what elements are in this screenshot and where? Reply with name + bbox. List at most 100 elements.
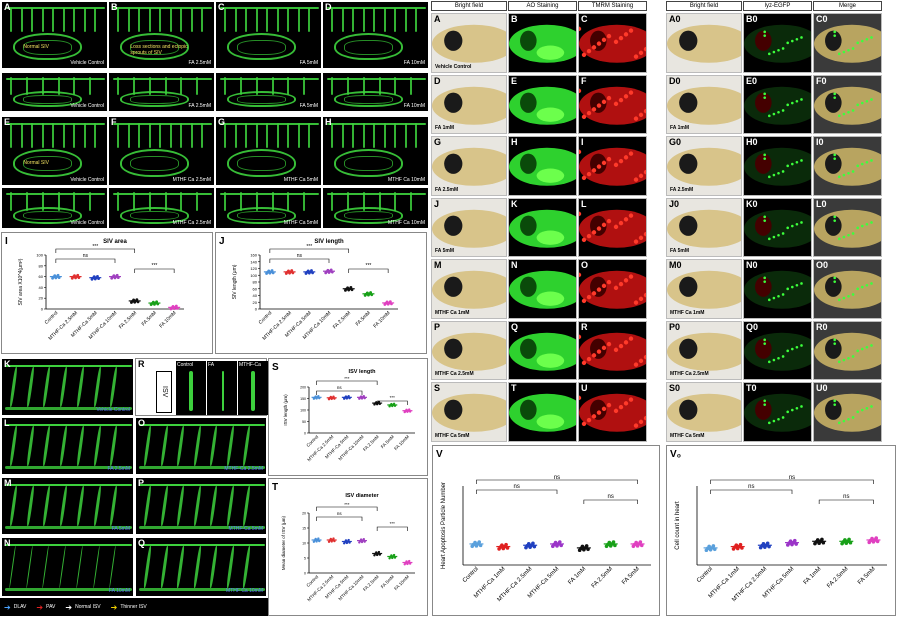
fish-image	[579, 198, 646, 257]
data-point	[392, 553, 396, 557]
siv-panel-C: C FA 5mM	[215, 1, 322, 70]
isv-side-label: ISV	[156, 371, 172, 413]
fish-image	[509, 14, 576, 72]
sig-bracket	[316, 380, 378, 385]
data-point	[558, 540, 562, 544]
y-axis-label: Cell count in heart	[675, 501, 681, 550]
sig-label: ns	[843, 494, 849, 500]
panel-caption: FA 1mM	[435, 125, 454, 131]
fish-panel-O: O	[578, 259, 647, 319]
x-tick-label: FA 10mM	[158, 310, 177, 329]
fish-image	[667, 383, 741, 441]
panel-caption: FA 5mM	[111, 526, 130, 532]
fish-image	[744, 14, 811, 72]
y-tick-label: 60	[253, 286, 258, 291]
panel-letter: I	[5, 236, 8, 247]
chart-title: SIV length	[314, 239, 344, 245]
fish-panel-A: A Vehicle Control	[431, 13, 507, 73]
x-tick-label: FA 10mM	[393, 434, 410, 451]
data-point	[377, 550, 381, 554]
legend-item: ➔ Thinner ISV	[111, 603, 147, 612]
fish-image	[579, 383, 646, 441]
data-point	[847, 537, 851, 542]
chart-panel-S: ISV length S 0 50 100 150 200 ISV length (μm) Co…	[268, 358, 428, 476]
y-tick-label: 60	[39, 274, 44, 279]
fish-panel-D: D0 FA 1mM	[666, 74, 742, 134]
siv-panel-D: D FA 10mM	[322, 1, 429, 70]
fish-panel-E: E	[508, 74, 577, 134]
legend-item: ➔ Normal ISV	[65, 603, 100, 612]
y-tick-label: 40	[39, 285, 44, 290]
x-tick-label: FA 2.5mM	[332, 310, 352, 330]
panel-letter: C	[581, 14, 588, 24]
panel-caption: MTHF Ca 5mM	[283, 220, 318, 226]
panel-caption: FA 10mM	[403, 60, 425, 67]
sig-bracket	[476, 489, 558, 494]
fish-image	[579, 137, 646, 195]
chart-panel-V: V Heart Apoptosis Particle Number Control M…	[432, 445, 660, 616]
fish-panel-H: H	[508, 136, 577, 196]
sig-bracket	[376, 400, 408, 405]
x-tick-label: FA 2.5mM	[118, 310, 138, 330]
panel-letter: T	[511, 383, 517, 393]
panel-caption: MTHF-Ca 2.5mM	[224, 466, 263, 472]
panel-letter: C0	[816, 14, 828, 24]
panel-letter: O0	[816, 260, 829, 270]
x-tick-label: Control	[44, 310, 60, 326]
panel-letter: V	[436, 449, 443, 460]
panel-letter: M0	[669, 260, 682, 270]
y-tick-label: 200	[300, 386, 306, 390]
y-tick-label: 160	[250, 253, 257, 258]
arrow-icon: ➔	[36, 602, 44, 612]
y-tick-label: 0	[304, 572, 306, 576]
fish-image	[667, 75, 741, 134]
isv-panel-K: K Vehicle Control	[1, 358, 134, 416]
panel-letter: L	[581, 198, 587, 209]
sig-label: ns	[514, 484, 520, 490]
panel-letter: N	[4, 538, 11, 548]
y-axis-label: SIV area X10^4(μm²)	[18, 258, 24, 305]
y-axis-label: SIV length (μm)	[232, 264, 238, 299]
data-point	[793, 538, 797, 543]
fish-image	[432, 321, 506, 380]
arrow-icon: ➔	[65, 602, 73, 612]
panel-caption: MTHF Ca 10mM	[388, 177, 425, 183]
fish-panel-Q: Q0	[743, 320, 812, 380]
fish-image	[509, 383, 576, 441]
fish-panel-P: P0 MTHF Ca 2.5mM	[666, 320, 742, 380]
isv-panel-L: L FA 2.5mM	[1, 417, 134, 475]
sig-label: ns	[748, 484, 754, 490]
siv-panel-F: F MTHF Ca 2.5mM	[108, 116, 215, 186]
x-tick-label: Control	[305, 434, 319, 448]
fish-image	[579, 321, 646, 380]
panel-caption: MTHF Ca 1mM	[670, 309, 705, 316]
sig-label: ***	[344, 376, 350, 381]
fish-panel-F: F	[578, 74, 647, 134]
data-point	[332, 537, 335, 540]
x-tick-label: FA 10mM	[393, 574, 410, 591]
data-point	[317, 537, 320, 540]
fish-image	[814, 14, 881, 72]
panel-letter: V₀	[670, 449, 681, 460]
panel-letter: S	[434, 383, 441, 393]
data-point	[504, 542, 508, 547]
fish-panel-U: U0	[813, 382, 882, 442]
fish-image	[667, 137, 741, 195]
fish-panel-N: N0	[743, 259, 812, 319]
panel-caption: FA 2.5mM	[670, 186, 694, 193]
chart-panel-T: ISV diameter T 0 5 10 15 20 Mean diameter of IS…	[268, 478, 428, 616]
panel-letter: P	[434, 321, 441, 332]
fish-panel-I: I	[578, 136, 647, 196]
panel-caption: MTHF Ca 10mM	[226, 588, 263, 594]
fish-panel-T: T	[508, 382, 577, 442]
panel-caption: MTHF Ca 1mM	[435, 309, 470, 316]
panel-caption: FA 2.5mM	[107, 466, 130, 472]
fish-panel-L: L0	[813, 197, 882, 257]
sig-bracket	[710, 489, 793, 494]
panel-caption: MTHF Ca 2.5mM	[435, 371, 474, 377]
data-point	[711, 544, 716, 548]
fish-panel-K: K	[508, 197, 577, 257]
fish-panel-B: B	[508, 13, 577, 73]
panel-caption: FA 2.5mM	[435, 186, 459, 193]
panel-letter: U0	[816, 383, 828, 393]
